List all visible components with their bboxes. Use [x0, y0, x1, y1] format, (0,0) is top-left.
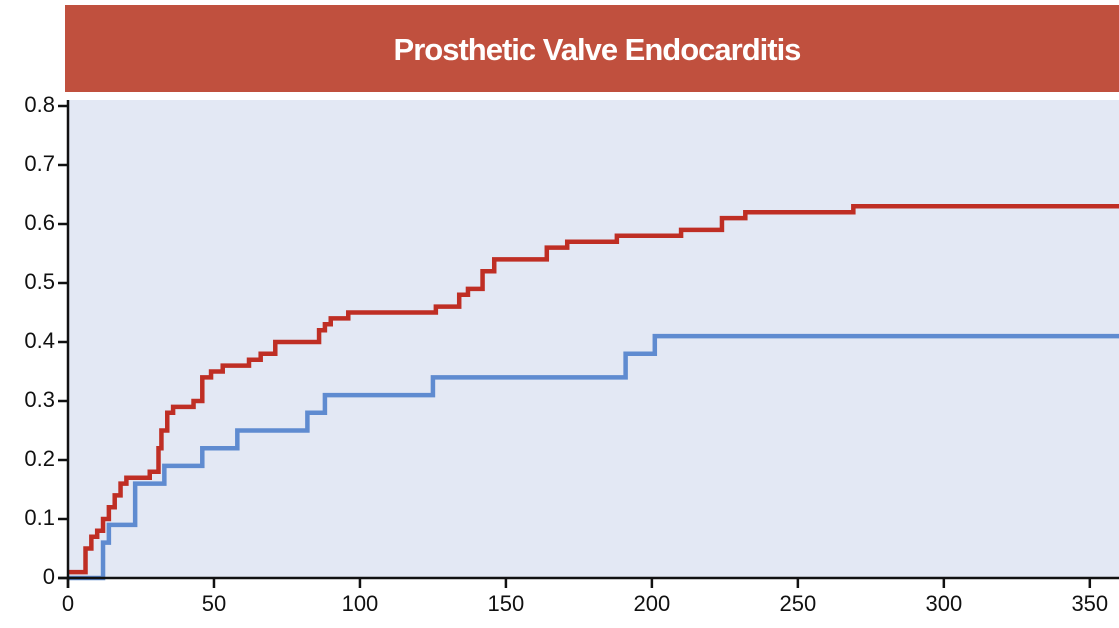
x-tick-label: 0: [62, 591, 74, 616]
y-tick-label: 0.4: [24, 328, 55, 353]
x-tick-label: 200: [634, 591, 671, 616]
x-tick-label: 350: [1071, 591, 1108, 616]
y-tick-label: 0.8: [24, 92, 55, 117]
plot-area: [68, 100, 1119, 578]
y-tick-label: 0.2: [24, 446, 55, 471]
x-tick-label: 100: [342, 591, 379, 616]
y-tick-label: 0.1: [24, 505, 55, 530]
y-tick-label: 0.7: [24, 151, 55, 176]
y-tick-label: 0: [43, 564, 55, 589]
x-tick-label: 50: [202, 591, 226, 616]
x-tick-label: 250: [780, 591, 817, 616]
step-line: [68, 204, 1119, 575]
title-banner: [65, 5, 1119, 92]
y-tick-label: 0.5: [24, 269, 55, 294]
chart-title: Prosthetic Valve Endocarditis: [394, 32, 801, 67]
y-tick-label: 0.6: [24, 210, 55, 235]
y-tick-label: 0.3: [24, 387, 55, 412]
step-line: [68, 333, 1119, 581]
x-tick-label: 150: [488, 591, 525, 616]
x-tick-label: 300: [925, 591, 962, 616]
